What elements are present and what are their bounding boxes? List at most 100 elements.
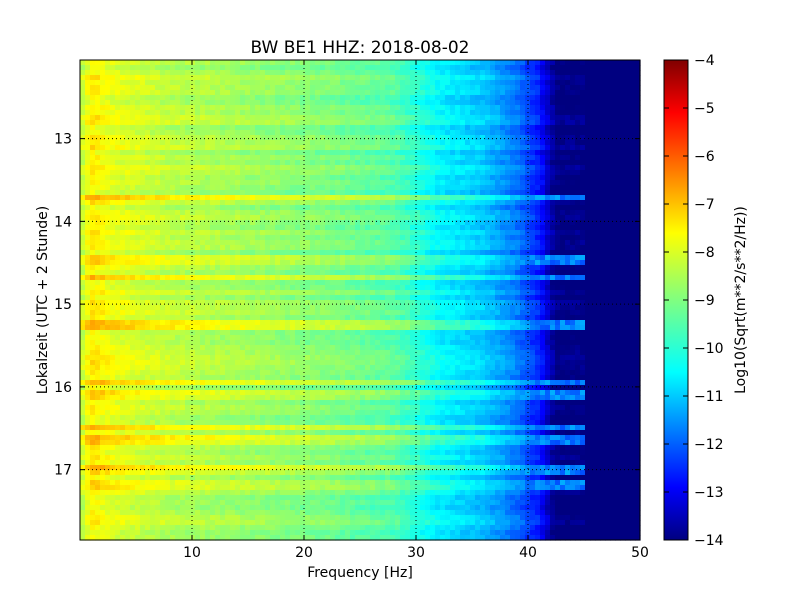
heatmap-cell xyxy=(590,225,596,231)
heatmap-cell xyxy=(635,170,641,176)
heatmap-cell xyxy=(215,155,221,161)
heatmap-cell xyxy=(495,85,501,91)
heatmap-cell xyxy=(540,275,546,281)
heatmap-cell xyxy=(165,85,171,91)
heatmap-cell xyxy=(330,160,336,166)
heatmap-cell xyxy=(555,215,561,221)
heatmap-cell xyxy=(225,135,231,141)
heatmap-cell xyxy=(90,65,96,71)
heatmap-cell xyxy=(165,200,171,206)
heatmap-cell xyxy=(320,70,326,76)
heatmap-cell xyxy=(475,245,481,251)
heatmap-cell xyxy=(320,90,326,96)
heatmap-cell xyxy=(485,265,491,271)
heatmap-cell xyxy=(605,100,611,106)
heatmap-cell xyxy=(255,180,261,186)
heatmap-cell xyxy=(530,110,536,116)
heatmap-cell xyxy=(280,125,286,131)
heatmap-cell xyxy=(490,130,496,136)
heatmap-cell xyxy=(95,190,101,196)
heatmap-cell xyxy=(430,250,436,256)
heatmap-cell xyxy=(530,130,536,136)
heatmap-cell xyxy=(345,130,351,136)
heatmap-cell xyxy=(220,240,226,246)
heatmap-cell xyxy=(305,115,311,121)
heatmap-cell xyxy=(260,200,266,206)
heatmap-cell xyxy=(280,265,286,271)
heatmap-cell xyxy=(480,140,486,146)
heatmap-cell xyxy=(330,60,336,66)
heatmap-cell xyxy=(600,175,606,181)
heatmap-cell xyxy=(145,195,151,201)
heatmap-cell xyxy=(180,200,186,206)
heatmap-cell xyxy=(445,235,451,241)
heatmap-cell xyxy=(435,70,441,76)
heatmap-cell xyxy=(570,85,576,91)
heatmap-cell xyxy=(395,100,401,106)
heatmap-cell xyxy=(520,100,526,106)
heatmap-cell xyxy=(405,60,411,66)
heatmap-cell xyxy=(420,235,426,241)
heatmap-cell xyxy=(385,120,391,126)
heatmap-cell xyxy=(370,225,376,231)
heatmap-cell xyxy=(620,200,626,206)
heatmap-cell xyxy=(560,190,566,196)
heatmap-cell xyxy=(375,105,381,111)
heatmap-cell xyxy=(275,95,281,101)
heatmap-cell xyxy=(400,150,406,156)
heatmap-cell xyxy=(305,165,311,171)
heatmap-cell xyxy=(560,70,566,76)
heatmap-cell xyxy=(125,180,131,186)
heatmap-cell xyxy=(445,130,451,136)
heatmap-cell xyxy=(550,150,556,156)
heatmap-cell xyxy=(385,265,391,271)
heatmap-cell xyxy=(375,220,381,226)
heatmap-cell xyxy=(140,150,146,156)
heatmap-cell xyxy=(495,255,501,261)
heatmap-cell xyxy=(590,255,596,261)
heatmap-cell xyxy=(210,280,216,286)
heatmap-cell xyxy=(190,85,196,91)
heatmap-cell xyxy=(360,65,366,71)
heatmap-cell xyxy=(135,150,141,156)
heatmap-cell xyxy=(555,205,561,211)
heatmap-cell xyxy=(345,170,351,176)
heatmap-cell xyxy=(160,275,166,281)
heatmap-cell xyxy=(500,205,506,211)
heatmap-cell xyxy=(230,275,236,281)
heatmap-cell xyxy=(165,245,171,251)
heatmap-cell xyxy=(560,125,566,131)
heatmap-cell xyxy=(130,75,136,81)
heatmap-cell xyxy=(330,135,336,141)
heatmap-cell xyxy=(140,100,146,106)
heatmap-cell xyxy=(350,170,356,176)
heatmap-cell xyxy=(170,125,176,131)
heatmap-cell xyxy=(400,270,406,276)
heatmap-cell xyxy=(255,240,261,246)
heatmap-cell xyxy=(615,130,621,136)
heatmap-cell xyxy=(150,65,156,71)
heatmap-cell xyxy=(335,235,341,241)
heatmap-cell xyxy=(440,70,446,76)
heatmap-cell xyxy=(245,265,251,271)
heatmap-cell xyxy=(585,155,591,161)
heatmap-cell xyxy=(285,185,291,191)
heatmap-cell xyxy=(455,240,461,246)
heatmap-cell xyxy=(635,210,641,216)
heatmap-cell xyxy=(470,60,476,66)
heatmap-cell xyxy=(495,75,501,81)
heatmap-cell xyxy=(615,175,621,181)
heatmap-cell xyxy=(160,240,166,246)
heatmap-cell xyxy=(375,280,381,286)
heatmap-cell xyxy=(290,110,296,116)
heatmap-cell xyxy=(545,190,551,196)
heatmap-cell xyxy=(485,140,491,146)
heatmap-cell xyxy=(635,60,641,66)
heatmap-cell xyxy=(580,65,586,71)
heatmap-cell xyxy=(565,100,571,106)
heatmap-cell xyxy=(285,230,291,236)
heatmap-cell xyxy=(505,65,511,71)
heatmap-cell xyxy=(325,210,331,216)
heatmap-cell xyxy=(595,100,601,106)
heatmap-cell xyxy=(615,255,621,261)
